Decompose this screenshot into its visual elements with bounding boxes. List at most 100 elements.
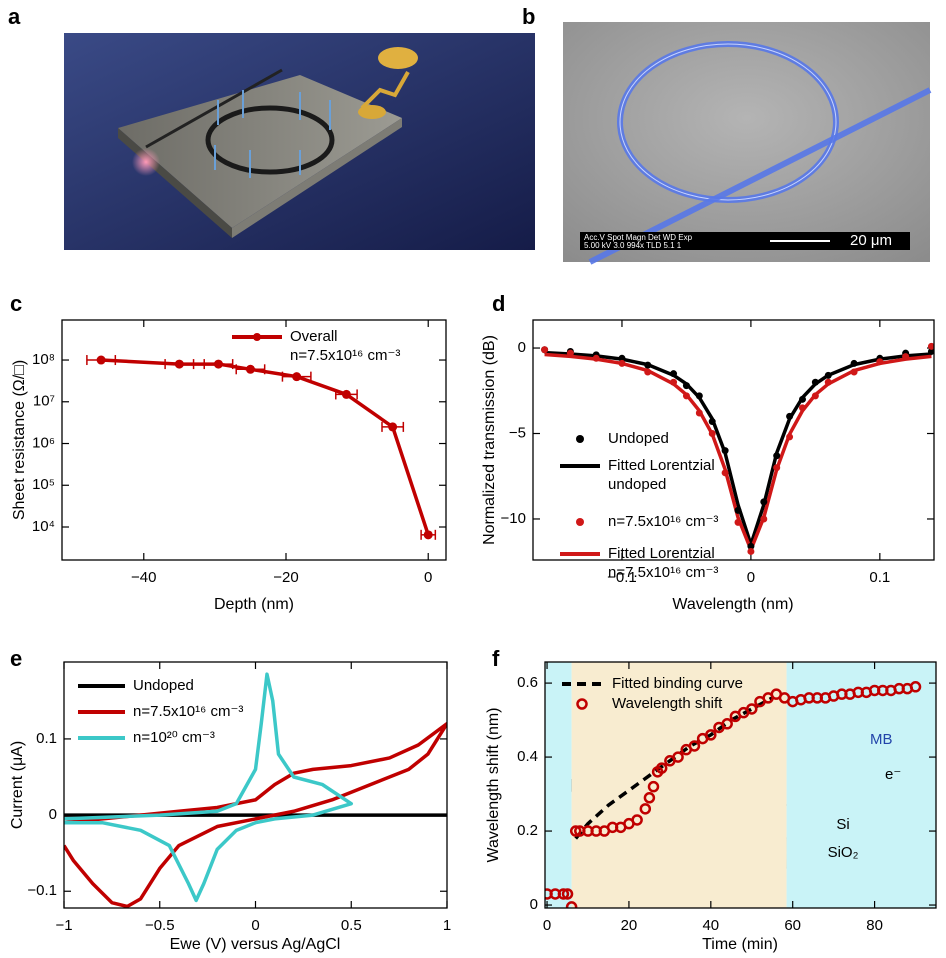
y-axis-label: Sheet resistance (Ω/□)	[11, 360, 28, 520]
data-point	[644, 368, 652, 376]
data-point	[773, 464, 781, 472]
data-point	[670, 370, 678, 378]
y-axis-label: Normalized transmission (dB)	[481, 335, 498, 545]
x-tick-label: 0.5	[341, 917, 362, 934]
data-point	[902, 353, 910, 361]
data-point	[746, 703, 758, 715]
legend-label: n=7.5x10¹⁶ cm⁻³	[608, 513, 719, 530]
x-tick-label: −40	[131, 569, 156, 586]
x-tick-label: 0	[424, 569, 432, 586]
axes-frame	[544, 661, 937, 909]
y-tick-label: 0	[518, 339, 526, 356]
data-point	[96, 355, 106, 365]
x-tick-label: 40	[702, 917, 719, 934]
x-tick-label: 60	[784, 917, 801, 934]
chart: d −0.1 0 0.1 −10 −5 0 Wavelength (nm) Normalized…	[481, 291, 935, 613]
x-tick-label: −1	[55, 917, 72, 934]
data-point	[747, 542, 755, 550]
chart: f 0 20 40 60 80 0 0.2 0.4 0.6 Time (min) Wavelength…	[485, 646, 937, 953]
chart: e −1 −0.5 0 0.5 1 −0.1 0 0.1 Ewe (V) versus Ag/Ag…	[9, 646, 451, 953]
data-point	[824, 378, 832, 386]
data-point	[876, 358, 884, 366]
panel-label: d	[492, 291, 505, 316]
data-point	[786, 433, 794, 441]
x-tick-label: 80	[866, 917, 883, 934]
data-point	[541, 346, 549, 354]
panel-label: a	[8, 4, 21, 29]
data-point	[850, 368, 858, 376]
y-tick-label: 0.6	[517, 674, 538, 691]
panel-label: f	[492, 646, 500, 671]
data-point	[341, 389, 351, 399]
y-tick-label: 10⁴	[32, 518, 55, 535]
data-point	[760, 498, 768, 506]
series-line	[544, 352, 932, 552]
x-tick-label: −0.5	[145, 917, 175, 934]
series-line	[64, 672, 353, 903]
legend-label: Fitted Lorentzial undoped	[608, 457, 715, 493]
data-point	[721, 469, 729, 477]
legend-label: Overall n=7.5x10¹⁶ cm⁻³	[290, 328, 401, 364]
x-tick-label: 20	[621, 917, 638, 934]
data-point	[592, 354, 600, 362]
legend-label: Undoped	[608, 430, 669, 447]
legend-swatch	[576, 435, 584, 443]
data-point	[644, 361, 652, 369]
panel-label: c	[10, 291, 22, 316]
data-point	[747, 547, 755, 555]
legend-swatch	[576, 518, 584, 526]
x-axis-label: Time (min)	[702, 936, 778, 953]
data-point	[213, 359, 223, 369]
data-point	[811, 378, 819, 386]
inset-label: Si	[836, 816, 849, 833]
y-tick-label: −5	[509, 424, 526, 441]
data-point	[682, 392, 690, 400]
y-tick-label: 10⁶	[32, 434, 55, 451]
x-tick-label: 0	[543, 917, 551, 934]
shaded-region	[545, 662, 572, 908]
x-tick-label: 1	[443, 917, 451, 934]
y-tick-label: 0	[49, 806, 57, 823]
data-point	[811, 392, 819, 400]
x-tick-label: 0.1	[869, 569, 890, 586]
data-point	[672, 751, 684, 763]
data-point	[773, 452, 781, 460]
data-point	[561, 888, 574, 900]
data-point	[557, 888, 570, 900]
x-tick-label: 0	[747, 569, 755, 586]
y-axis-label: Current (μA)	[9, 741, 26, 829]
legend-label: Undoped	[133, 677, 194, 694]
data-point	[245, 364, 255, 374]
y-tick-label: −10	[501, 510, 526, 527]
y-tick-label: 0.2	[517, 822, 538, 839]
y-tick-label: 0.4	[517, 748, 538, 765]
y-tick-label: 0.1	[36, 730, 57, 747]
x-tick-label: −0.1	[607, 569, 637, 586]
y-tick-label: 10⁵	[32, 476, 55, 493]
data-point	[927, 342, 934, 350]
data-point	[618, 359, 626, 367]
y-tick-label: −0.1	[27, 882, 57, 899]
data-point	[688, 740, 701, 752]
data-point	[695, 409, 703, 417]
x-axis-label: Depth (nm)	[214, 596, 294, 613]
data-point	[721, 718, 733, 730]
data-point	[647, 780, 660, 793]
x-axis-label: Ewe (V) versus Ag/AgCl	[170, 936, 341, 953]
data-point	[569, 825, 582, 837]
data-point	[909, 681, 922, 693]
data-point	[639, 803, 652, 815]
data-point	[643, 792, 656, 804]
panel-label: e	[10, 646, 22, 671]
legend-label: n=7.5x10¹⁶ cm⁻³	[133, 703, 244, 720]
data-point	[292, 372, 302, 382]
data-point	[734, 506, 742, 514]
data-point	[388, 422, 398, 432]
shaded-region	[786, 662, 936, 908]
series-line	[101, 358, 430, 536]
series-line	[574, 696, 774, 840]
y-axis-label: Wavelength shift (nm)	[485, 707, 502, 862]
series-line	[544, 350, 932, 547]
